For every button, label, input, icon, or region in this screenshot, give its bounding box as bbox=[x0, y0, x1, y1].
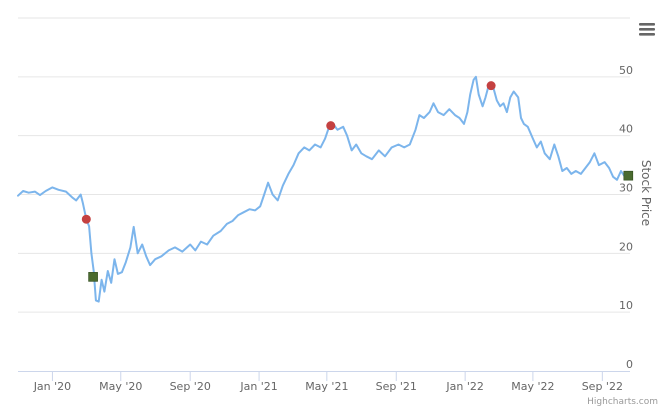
price-series-line[interactable] bbox=[17, 75, 630, 303]
credits-link[interactable]: Highcharts.com bbox=[587, 397, 658, 407]
x-axis: Jan '20 May '20 Sep '20 Jan '21 May '21 Sep '… bbox=[18, 371, 630, 393]
grid-lines bbox=[18, 17, 630, 313]
x-tick-label: May '21 bbox=[305, 380, 348, 393]
y-tick-label: 20 bbox=[619, 240, 633, 253]
x-tick-label: Sep '21 bbox=[376, 380, 417, 393]
x-tick-label: Jan '20 bbox=[33, 380, 71, 393]
marker-square[interactable] bbox=[88, 272, 98, 282]
y-tick-label: 40 bbox=[619, 123, 633, 136]
y-tick-label: 10 bbox=[619, 299, 633, 312]
x-tick-label: Sep '20 bbox=[170, 380, 211, 393]
x-tick-label: Jan '22 bbox=[445, 380, 483, 393]
hamburger-menu-icon bbox=[639, 23, 655, 36]
y-axis: 0 10 20 30 40 50 bbox=[619, 64, 633, 371]
markers-group bbox=[81, 81, 634, 282]
marker-circle[interactable] bbox=[81, 214, 91, 224]
y-tick-label: 30 bbox=[619, 182, 633, 195]
marker-square[interactable] bbox=[623, 170, 634, 181]
x-tick-label: May '22 bbox=[511, 380, 554, 393]
x-tick-label: May '20 bbox=[99, 380, 142, 393]
chart-context-menu-button[interactable] bbox=[634, 16, 660, 42]
marker-circle[interactable] bbox=[326, 121, 336, 131]
y-tick-label: 50 bbox=[619, 64, 633, 77]
x-tick-label: Sep '22 bbox=[582, 380, 623, 393]
y-axis-title: Stock Price bbox=[639, 160, 653, 226]
series-group bbox=[17, 75, 630, 303]
marker-circle[interactable] bbox=[486, 81, 496, 91]
x-tick-label: Jan '21 bbox=[239, 380, 277, 393]
y-tick-label: 0 bbox=[626, 358, 633, 371]
